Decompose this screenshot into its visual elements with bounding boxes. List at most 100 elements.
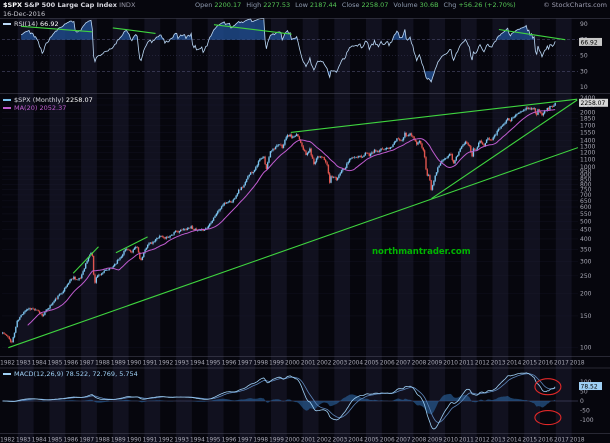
svg-text:2000: 2000: [285, 437, 300, 443]
svg-text:2011: 2011: [459, 437, 474, 443]
symbol-block: $SPX S&P 500 Large Cap Index INDX: [3, 1, 135, 9]
svg-text:1550: 1550: [580, 130, 595, 137]
svg-text:600: 600: [580, 204, 592, 211]
svg-text:1989: 1989: [111, 361, 126, 367]
svg-text:-50: -50: [580, 407, 590, 414]
svg-text:2012: 2012: [475, 437, 490, 443]
svg-text:350: 350: [580, 246, 592, 253]
chart-header: $SPX S&P 500 Large Cap Index INDX Open 22…: [0, 1, 610, 10]
svg-text:450: 450: [580, 227, 592, 234]
svg-text:1998: 1998: [253, 361, 268, 367]
symbol-name: S&P 500 Large Cap Index: [24, 1, 117, 9]
svg-text:1400: 1400: [580, 138, 595, 145]
svg-text:2009: 2009: [427, 361, 442, 367]
svg-text:-100: -100: [580, 417, 594, 424]
svg-text:2006: 2006: [380, 437, 395, 443]
svg-text:2016: 2016: [538, 361, 553, 367]
svg-text:1987: 1987: [79, 437, 94, 443]
svg-text:800: 800: [580, 181, 592, 188]
svg-text:250: 250: [580, 273, 592, 280]
svg-text:1989: 1989: [111, 437, 126, 443]
price-value: 2258.07: [65, 96, 93, 104]
svg-text:1992: 1992: [158, 361, 173, 367]
svg-text:650: 650: [580, 198, 592, 205]
svg-text:50: 50: [580, 53, 588, 60]
price-label: $SPX (Monthly): [14, 96, 64, 104]
svg-text:1983: 1983: [16, 437, 31, 443]
svg-text:1997: 1997: [238, 361, 253, 367]
svg-text:2004: 2004: [348, 437, 363, 443]
svg-text:2007: 2007: [396, 361, 411, 367]
svg-text:1996: 1996: [222, 361, 237, 367]
macd-legend: MACD(12,26,9) 78.522, 72.769, 5.754: [3, 370, 138, 378]
svg-text:1993: 1993: [174, 437, 189, 443]
svg-text:2001: 2001: [301, 361, 316, 367]
svg-text:1997: 1997: [238, 437, 253, 443]
rsi-legend: RSI(14) 66.92: [3, 20, 59, 28]
rsi-line-icon: [3, 23, 11, 25]
svg-text:2002: 2002: [317, 437, 332, 443]
svg-text:2008: 2008: [412, 437, 427, 443]
svg-text:90: 90: [580, 21, 588, 28]
svg-text:1993: 1993: [174, 361, 189, 367]
svg-text:1988: 1988: [95, 361, 110, 367]
close-value: 2258.07: [361, 1, 389, 9]
open-value: 2200.17: [214, 1, 242, 9]
ohlc-quote: Open 2200.17 High 2277.53 Low 2187.44 Close 225…: [190, 1, 516, 9]
svg-text:78.52: 78.52: [581, 383, 598, 390]
svg-text:1984: 1984: [32, 361, 47, 367]
svg-text:1990: 1990: [127, 361, 142, 367]
svg-text:1999: 1999: [269, 361, 284, 367]
svg-text:66.92: 66.92: [581, 39, 598, 46]
svg-text:2015: 2015: [522, 437, 537, 443]
ma-label: MA(20): [14, 104, 38, 112]
svg-text:300: 300: [580, 258, 592, 265]
svg-text:2012: 2012: [475, 361, 490, 367]
chart-date: 16-Dec-2016: [3, 10, 46, 18]
svg-text:0: 0: [580, 398, 584, 405]
svg-text:1984: 1984: [32, 437, 47, 443]
macd-label: MACD(12,26,9): [14, 370, 64, 378]
svg-text:150: 150: [580, 313, 592, 320]
exchange-label: INDX: [119, 1, 136, 9]
svg-text:1982: 1982: [0, 437, 15, 443]
svg-text:400: 400: [580, 236, 592, 243]
svg-text:2000: 2000: [580, 110, 595, 117]
svg-text:2003: 2003: [332, 437, 347, 443]
svg-text:2006: 2006: [380, 361, 395, 367]
svg-text:10: 10: [580, 84, 588, 91]
svg-text:1991: 1991: [143, 361, 158, 367]
svg-text:2007: 2007: [396, 437, 411, 443]
svg-text:1994: 1994: [190, 437, 205, 443]
svg-text:2016: 2016: [538, 437, 553, 443]
svg-text:1998: 1998: [253, 437, 268, 443]
svg-text:2010: 2010: [443, 437, 458, 443]
svg-text:1987: 1987: [79, 361, 94, 367]
svg-text:200: 200: [580, 290, 592, 297]
macd-line-icon: [3, 373, 11, 375]
svg-text:2017: 2017: [554, 437, 569, 443]
svg-text:2010: 2010: [443, 361, 458, 367]
svg-text:2002: 2002: [317, 361, 332, 367]
svg-text:750: 750: [580, 187, 592, 194]
high-label: High: [246, 1, 262, 9]
svg-text:2008: 2008: [412, 361, 427, 367]
svg-text:2001: 2001: [301, 437, 316, 443]
svg-text:1991: 1991: [143, 437, 158, 443]
copyright: © StockCharts.com: [543, 1, 607, 9]
svg-text:2004: 2004: [348, 361, 363, 367]
svg-text:700: 700: [580, 192, 592, 199]
svg-text:2014: 2014: [507, 437, 522, 443]
svg-text:1700: 1700: [580, 122, 595, 129]
svg-text:1000: 1000: [580, 164, 595, 171]
volume-value: 30.6B: [419, 1, 439, 9]
svg-text:1992: 1992: [158, 437, 173, 443]
svg-text:2009: 2009: [427, 437, 442, 443]
low-value: 2187.44: [309, 1, 337, 9]
svg-text:1994: 1994: [190, 361, 205, 367]
svg-text:2018: 2018: [570, 361, 585, 367]
rsi-label: RSI(14): [14, 20, 38, 28]
macd-value: 78.522, 72.769, 5.754: [65, 370, 138, 378]
